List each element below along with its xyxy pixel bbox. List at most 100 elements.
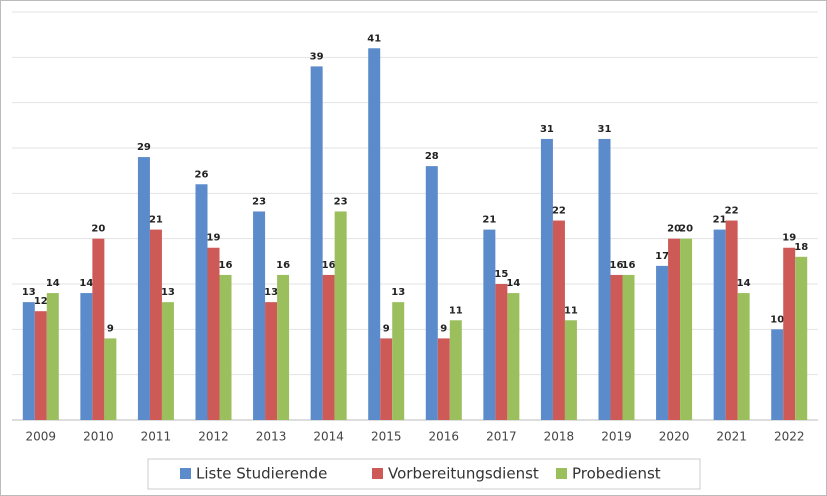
data-label: 26 xyxy=(195,169,209,180)
data-label: 21 xyxy=(713,215,727,226)
data-label: 14 xyxy=(46,278,60,289)
bar xyxy=(610,274,623,420)
data-label: 28 xyxy=(425,151,439,162)
data-label: 15 xyxy=(494,269,508,280)
data-label: 39 xyxy=(310,51,324,62)
data-label: 14 xyxy=(506,278,520,289)
x-tick-label: 2022 xyxy=(774,430,805,444)
legend-swatch xyxy=(556,468,567,479)
bar xyxy=(737,293,750,420)
data-label: 41 xyxy=(367,33,381,44)
x-tick-label: 2020 xyxy=(659,430,690,444)
data-label: 10 xyxy=(770,314,784,325)
x-tick-label: 2011 xyxy=(141,430,172,444)
bar xyxy=(483,229,496,420)
legend-label: Liste Studierende xyxy=(196,465,327,483)
x-tick-label: 2016 xyxy=(429,430,460,444)
data-label: 12 xyxy=(34,296,48,307)
data-label: 31 xyxy=(598,124,612,135)
data-label: 20 xyxy=(91,224,105,235)
bar xyxy=(22,302,35,420)
data-label: 9 xyxy=(107,323,114,334)
bar xyxy=(656,265,669,420)
bar xyxy=(425,166,438,420)
data-label: 22 xyxy=(725,206,739,217)
bar xyxy=(725,220,738,420)
data-label: 18 xyxy=(794,242,808,253)
bar xyxy=(92,238,105,420)
bar xyxy=(80,293,93,420)
bar xyxy=(34,311,47,420)
x-tick-label: 2019 xyxy=(601,430,632,444)
x-tick-label: 2013 xyxy=(256,430,287,444)
bar xyxy=(552,220,565,420)
x-tick-label: 2010 xyxy=(83,430,114,444)
data-label: 23 xyxy=(252,196,266,207)
bar xyxy=(668,238,681,420)
data-label: 20 xyxy=(679,224,693,235)
data-label: 21 xyxy=(482,215,496,226)
x-tick-label: 2015 xyxy=(371,430,402,444)
data-label: 9 xyxy=(383,323,390,334)
data-label: 31 xyxy=(540,124,554,135)
bar xyxy=(598,138,611,420)
bar xyxy=(564,320,577,420)
bar xyxy=(368,48,381,421)
data-label: 16 xyxy=(219,260,233,271)
bar xyxy=(392,302,405,420)
x-tick-label: 2021 xyxy=(716,430,747,444)
data-label: 19 xyxy=(207,233,221,244)
data-label: 11 xyxy=(449,305,463,316)
data-label: 13 xyxy=(264,287,278,298)
bar xyxy=(219,274,232,420)
bar xyxy=(253,211,266,420)
data-label: 9 xyxy=(440,323,447,334)
bar xyxy=(495,284,508,420)
x-tick-label: 2018 xyxy=(544,430,575,444)
data-label: 11 xyxy=(564,305,578,316)
bar xyxy=(783,247,796,420)
data-label: 19 xyxy=(782,233,796,244)
data-label: 14 xyxy=(737,278,751,289)
data-label: 13 xyxy=(22,287,36,298)
bar xyxy=(713,229,726,420)
data-label: 21 xyxy=(149,215,163,226)
bar xyxy=(149,229,162,420)
bar xyxy=(507,293,520,420)
bar xyxy=(449,320,462,420)
x-tick-label: 2014 xyxy=(313,430,344,444)
data-label: 29 xyxy=(137,142,151,153)
bar xyxy=(137,157,150,421)
legend-swatch xyxy=(180,468,191,479)
bar xyxy=(771,329,784,420)
data-label: 23 xyxy=(334,196,348,207)
bar xyxy=(46,293,59,420)
bar xyxy=(104,338,117,420)
bar xyxy=(310,66,323,421)
data-label: 14 xyxy=(79,278,93,289)
x-tick-label: 2009 xyxy=(26,430,57,444)
data-label: 13 xyxy=(161,287,175,298)
legend-label: Probedienst xyxy=(572,465,661,483)
bar xyxy=(277,274,290,420)
legend-box xyxy=(147,458,701,490)
bar xyxy=(437,338,450,420)
bar xyxy=(207,247,220,420)
data-label: 17 xyxy=(655,251,669,262)
bar xyxy=(795,256,808,420)
legend-label: Vorbereitungsdienst xyxy=(388,465,539,483)
x-tick-label: 2017 xyxy=(486,430,517,444)
bar xyxy=(265,302,278,420)
bar xyxy=(161,302,174,420)
data-label: 22 xyxy=(552,206,566,217)
x-tick-label: 2012 xyxy=(198,430,229,444)
bar xyxy=(322,274,335,420)
bar xyxy=(380,338,393,420)
data-label: 13 xyxy=(391,287,405,298)
data-label: 16 xyxy=(622,260,636,271)
data-label: 16 xyxy=(276,260,290,271)
data-label: 16 xyxy=(610,260,624,271)
data-label: 20 xyxy=(667,224,681,235)
